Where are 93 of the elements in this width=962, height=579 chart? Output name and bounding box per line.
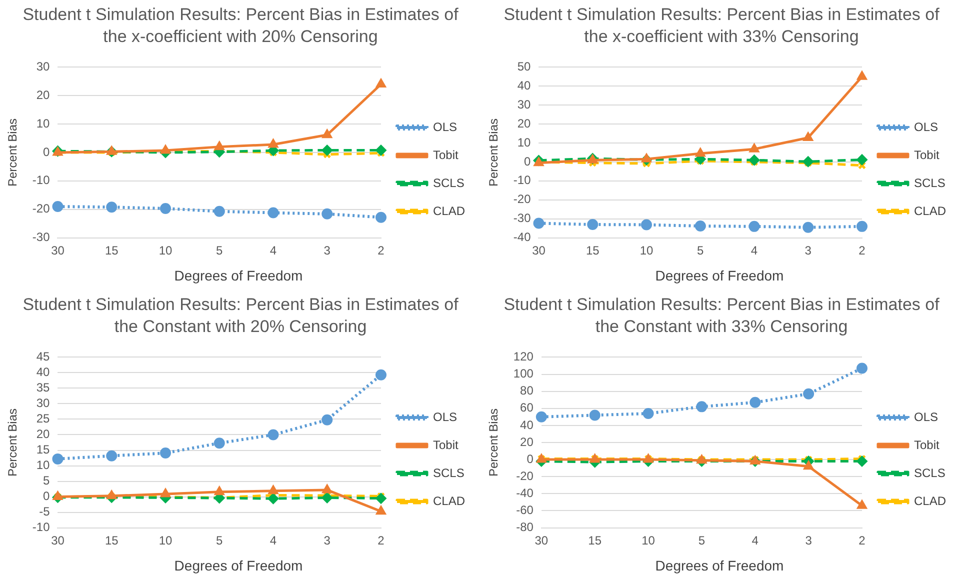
chart-title: Student t Simulation Results: Percent Bias in Estimates of the x-coefficient with 20% Censoring bbox=[22, 4, 460, 48]
legend-label: CLAD bbox=[432, 204, 466, 218]
chart-title: Student t Simulation Results: Percent Bias in Estimates of the Constant with 20% Censoring bbox=[22, 294, 460, 338]
y-tick-label: -10 bbox=[32, 173, 50, 188]
legend-label: SCLS bbox=[914, 176, 946, 190]
y-tick-label: 45 bbox=[36, 349, 50, 364]
y-tick-label: -30 bbox=[32, 230, 50, 244]
y-tick-label: -80 bbox=[516, 520, 534, 534]
x-tick-label: 4 bbox=[750, 243, 758, 258]
y-tick-label: 120 bbox=[513, 349, 534, 364]
y-tick-label: 0 bbox=[526, 451, 534, 466]
y-tick-label: 40 bbox=[36, 364, 50, 379]
x-tick-label: 2 bbox=[858, 532, 866, 547]
x-axis-title: Degrees of Freedom bbox=[174, 556, 303, 573]
legend-label: SCLS bbox=[914, 465, 946, 480]
legend-label: SCLS bbox=[432, 176, 464, 190]
x-tick-label: 10 bbox=[158, 243, 172, 258]
x-tick-label: 15 bbox=[104, 532, 119, 547]
y-axis-title: Percent Bias bbox=[486, 118, 501, 187]
x-tick-label: 2 bbox=[858, 243, 866, 258]
legend-label: CLAD bbox=[914, 493, 946, 508]
legend-label: Tobit bbox=[432, 437, 460, 452]
legend-label: Tobit bbox=[432, 148, 460, 162]
y-tick-label: 15 bbox=[36, 442, 50, 456]
x-tick-label: 4 bbox=[270, 243, 277, 258]
y-tick-label: 20 bbox=[517, 116, 532, 130]
legend-label: Tobit bbox=[914, 437, 940, 452]
y-tick-label: 35 bbox=[36, 380, 50, 394]
legend-label: OLS bbox=[432, 409, 458, 424]
x-axis-title: Degrees of Freedom bbox=[655, 267, 784, 284]
legend-label: Tobit bbox=[914, 148, 940, 162]
y-tick-label: 30 bbox=[36, 396, 50, 410]
x-tick-label: 2 bbox=[378, 243, 385, 258]
y-tick-label: 40 bbox=[517, 78, 532, 92]
y-tick-label: 20 bbox=[520, 434, 534, 448]
legend-label: OLS bbox=[914, 120, 938, 134]
legend-label: CLAD bbox=[914, 204, 946, 218]
x-tick-label: 30 bbox=[534, 532, 548, 547]
x-tick-label: 4 bbox=[270, 532, 277, 547]
legend-label: OLS bbox=[432, 120, 458, 134]
x-tick-label: 3 bbox=[804, 243, 812, 258]
x-tick-label: 4 bbox=[752, 532, 759, 547]
x-tick-label: 3 bbox=[324, 532, 331, 547]
x-tick-label: 3 bbox=[805, 532, 812, 547]
x-tick-label: 5 bbox=[697, 243, 704, 258]
y-tick-label: 0 bbox=[524, 154, 532, 168]
y-tick-label: -40 bbox=[513, 230, 532, 244]
x-tick-label: 5 bbox=[216, 243, 224, 258]
y-tick-label: 60 bbox=[520, 400, 534, 414]
y-tick-label: 20 bbox=[36, 426, 50, 441]
y-tick-label: 20 bbox=[36, 88, 50, 102]
x-axis-title: Degrees of Freedom bbox=[174, 267, 303, 284]
x-tick-label: 15 bbox=[588, 532, 602, 547]
y-tick-label: -20 bbox=[513, 192, 532, 206]
y-tick-label: 10 bbox=[517, 135, 532, 150]
x-tick-label: 5 bbox=[216, 532, 224, 547]
x-tick-label: 2 bbox=[378, 532, 385, 547]
chart-title: Student t Simulation Results: Percent Bias in Estimates of the Constant with 33% Censoring bbox=[502, 294, 940, 338]
y-tick-label: -60 bbox=[516, 502, 534, 517]
x-tick-label: 10 bbox=[642, 532, 656, 547]
y-tick-label: 40 bbox=[520, 417, 534, 432]
y-axis-title: Percent Bias bbox=[6, 408, 20, 476]
y-tick-label: -20 bbox=[32, 202, 50, 216]
legend-label: CLAD bbox=[432, 493, 466, 508]
y-tick-label: 10 bbox=[36, 116, 50, 130]
x-tick-label: 15 bbox=[104, 243, 119, 258]
legend-label: SCLS bbox=[432, 465, 464, 480]
x-axis-title: Degrees of Freedom bbox=[655, 556, 784, 573]
y-tick-label: -5 bbox=[39, 504, 50, 518]
x-tick-label: 15 bbox=[586, 243, 600, 258]
x-tick-label: 3 bbox=[324, 243, 331, 258]
y-tick-label: 30 bbox=[517, 97, 532, 112]
y-tick-label: 80 bbox=[520, 383, 534, 398]
y-axis-title: Percent Bias bbox=[486, 408, 501, 476]
chart-title: Student t Simulation Results: Percent Bias in Estimates of the x-coefficient with 33% Censoring bbox=[502, 4, 940, 48]
y-tick-label: 5 bbox=[43, 473, 50, 488]
y-tick-label: -30 bbox=[513, 211, 532, 226]
y-tick-label: -10 bbox=[513, 173, 532, 188]
legend-label: OLS bbox=[914, 409, 938, 424]
x-tick-label: 10 bbox=[640, 243, 654, 258]
y-tick-label: 30 bbox=[36, 60, 50, 74]
x-tick-label: 10 bbox=[158, 532, 172, 547]
y-tick-label: 100 bbox=[513, 366, 534, 380]
y-tick-label: 25 bbox=[36, 411, 50, 426]
y-axis-title: Percent Bias bbox=[6, 118, 20, 187]
y-tick-label: -40 bbox=[516, 485, 534, 500]
y-tick-label: 0 bbox=[43, 488, 50, 503]
y-tick-label: 50 bbox=[517, 60, 532, 74]
y-tick-label: -10 bbox=[32, 520, 50, 534]
y-tick-label: 10 bbox=[36, 458, 50, 472]
y-tick-label: -20 bbox=[516, 468, 534, 482]
x-tick-label: 5 bbox=[698, 532, 706, 547]
y-tick-label: 0 bbox=[43, 144, 50, 159]
